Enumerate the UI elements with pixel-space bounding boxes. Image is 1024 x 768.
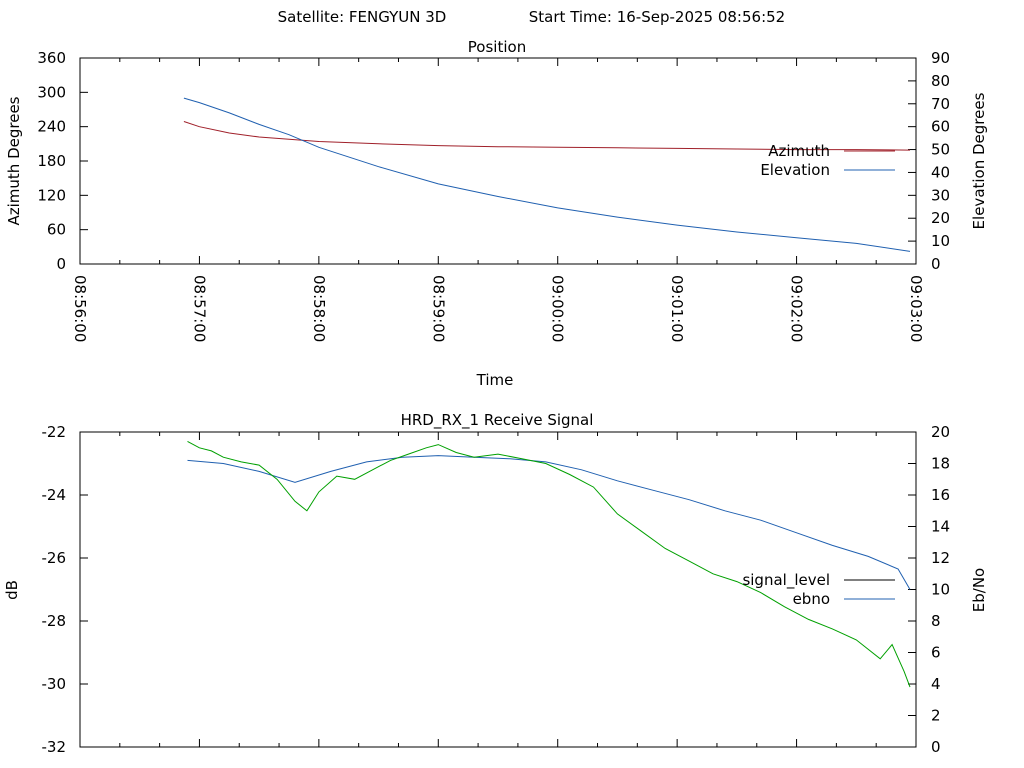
signal-y2-tick-label: 20 [931,423,950,441]
signal-y-tick-label: -22 [42,423,67,441]
position-chart-title: Position [468,38,526,56]
signal-plot-frame [79,431,917,748]
signal-y-tick-label: -28 [42,612,67,630]
position-x-tick-label: 09:02:00 [788,275,806,342]
position-x-tick-label: 08:56:00 [71,275,89,342]
position-y2-tick-label: 20 [931,209,950,227]
signal-y2-axis-label: Eb/No [970,568,988,612]
position-y-tick-label: 360 [37,49,66,67]
position-y-tick-label: 120 [37,186,66,204]
position-y2-tick-label: 90 [931,49,950,67]
signal-y2-tick-label: 0 [931,738,941,756]
legend-elevation-label: Elevation [760,161,830,179]
position-y2-tick-label: 80 [931,72,950,90]
start-time-label: Start Time: 16-Sep-2025 08:56:52 [529,8,785,26]
legend-ebno-label: ebno [793,590,830,608]
signal-y-axis-label: dB [3,580,21,600]
signal-y2-tick-label: 12 [931,549,950,567]
position-y-tick-label: 240 [37,118,66,136]
position-ticks: 08:56:00 08:57:00 08:58:00 08:59:00 09:00:00… [37,49,950,342]
position-x-tick-label: 08:57:00 [190,275,208,342]
signal-series-ebno [187,455,911,590]
signal-y-tick-label: -30 [42,675,67,693]
position-y2-tick-label: 0 [931,255,941,273]
signal-y2-tick-label: 6 [931,644,941,662]
signal-y2-tick-label: 10 [931,581,950,599]
position-x-tick-label: 08:58:00 [310,275,328,342]
position-x-tick-label: 09:03:00 [907,275,925,342]
position-y2-tick-label: 10 [931,232,950,250]
position-y2-tick-label: 50 [931,141,950,159]
signal-y-tick-label: -32 [42,738,67,756]
position-y2-tick-label: 60 [931,118,950,136]
position-y2-tick-label: 70 [931,95,950,113]
signal-ticks: -22 -24 -26 -28 -30 -32 0 2 4 6 8 10 12 14 16 18 20 [42,423,951,756]
position-y2-tick-label: 40 [931,163,950,181]
signal-y-tick-label: -26 [42,549,67,567]
position-y-tick-label: 300 [37,83,66,101]
signal-y2-tick-label: 16 [931,486,950,504]
position-series [183,97,911,252]
position-x-tick-label: 08:59:00 [429,275,447,342]
satellite-label: Satellite: FENGYUN 3D [278,8,447,26]
position-series-elevation [183,97,911,252]
position-y-tick-label: 60 [47,221,66,239]
signal-y2-tick-label: 2 [931,707,941,725]
signal-series-green-trace [187,440,911,688]
signal-series [187,440,911,688]
position-y-tick-label: 0 [56,255,66,273]
signal-y2-tick-label: 14 [931,518,950,536]
position-x-tick-label: 09:00:00 [549,275,567,342]
position-x-axis-label: Time [476,371,514,389]
legend-azimuth-label: Azimuth [768,142,830,160]
signal-y2-tick-label: 4 [931,675,941,693]
position-y-axis-label: Azimuth Degrees [5,96,23,225]
signal-chart-title: HRD_RX_1 Receive Signal [401,411,594,430]
position-y2-axis-label: Elevation Degrees [970,92,988,229]
legend-signal-level-label: signal_level [742,571,830,590]
signal-y2-tick-label: 8 [931,612,941,630]
position-x-tick-label: 09:01:00 [668,275,686,342]
position-series-azimuth [183,121,911,151]
position-y2-tick-label: 30 [931,186,950,204]
signal-y-tick-label: -24 [42,486,67,504]
signal-y2-tick-label: 18 [931,455,950,473]
position-y-tick-label: 180 [37,152,66,170]
